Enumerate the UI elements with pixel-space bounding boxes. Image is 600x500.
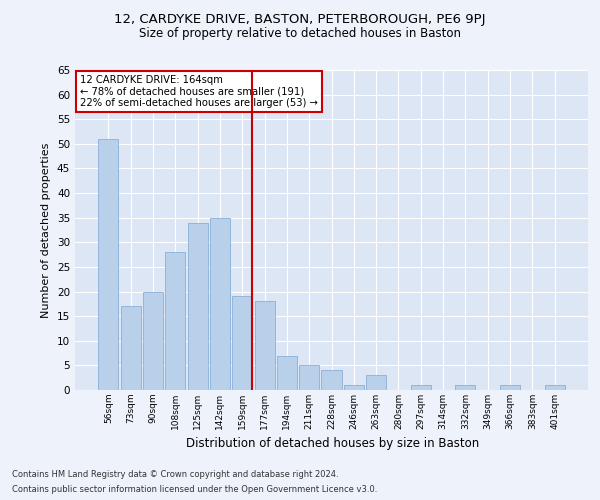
Bar xyxy=(254,302,275,390)
Bar xyxy=(299,366,319,390)
Bar xyxy=(98,139,118,390)
Bar xyxy=(545,385,565,390)
Text: Distribution of detached houses by size in Baston: Distribution of detached houses by size … xyxy=(187,438,479,450)
Bar xyxy=(366,375,386,390)
Text: 12 CARDYKE DRIVE: 164sqm
← 78% of detached houses are smaller (191)
22% of semi-: 12 CARDYKE DRIVE: 164sqm ← 78% of detach… xyxy=(80,75,318,108)
Bar xyxy=(143,292,163,390)
Text: Contains public sector information licensed under the Open Government Licence v3: Contains public sector information licen… xyxy=(12,485,377,494)
Text: Size of property relative to detached houses in Baston: Size of property relative to detached ho… xyxy=(139,28,461,40)
Bar xyxy=(322,370,341,390)
Text: Contains HM Land Registry data © Crown copyright and database right 2024.: Contains HM Land Registry data © Crown c… xyxy=(12,470,338,479)
Bar xyxy=(210,218,230,390)
Bar xyxy=(188,222,208,390)
Text: 12, CARDYKE DRIVE, BASTON, PETERBOROUGH, PE6 9PJ: 12, CARDYKE DRIVE, BASTON, PETERBOROUGH,… xyxy=(114,12,486,26)
Bar xyxy=(232,296,252,390)
Bar xyxy=(500,385,520,390)
Bar xyxy=(455,385,475,390)
Bar xyxy=(411,385,431,390)
Bar xyxy=(121,306,141,390)
Bar xyxy=(344,385,364,390)
Y-axis label: Number of detached properties: Number of detached properties xyxy=(41,142,52,318)
Bar xyxy=(277,356,297,390)
Bar xyxy=(165,252,185,390)
